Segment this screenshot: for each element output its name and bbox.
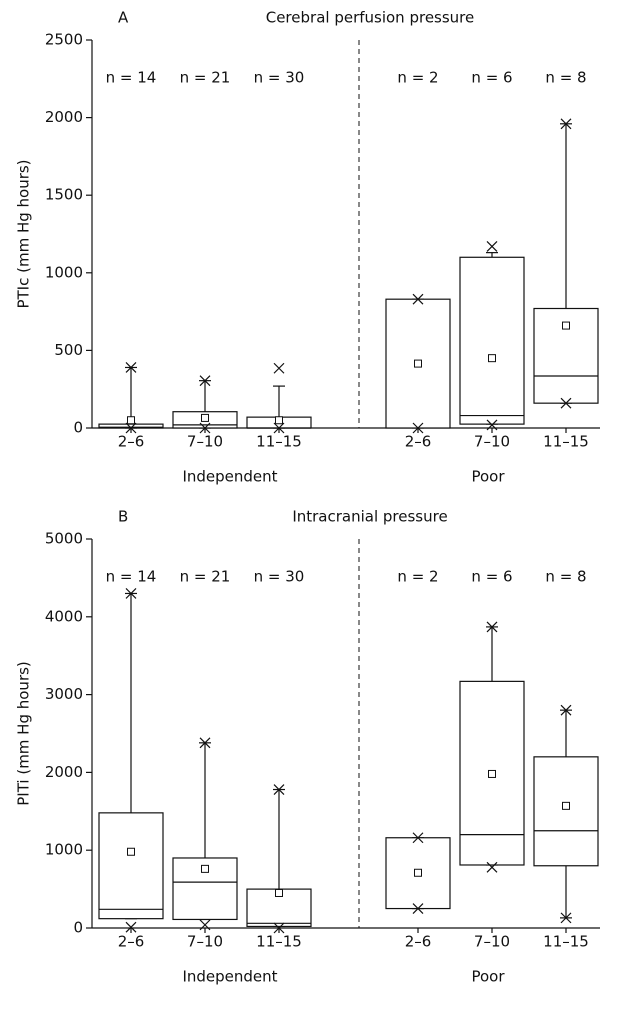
n-label: n = 30	[254, 69, 305, 87]
n-label: n = 21	[180, 568, 231, 586]
chart-title: Intracranial pressure	[292, 508, 447, 526]
min-marker	[560, 397, 572, 409]
min-marker	[125, 422, 137, 434]
x-tick-label: 11–15	[256, 933, 302, 951]
mean-marker	[201, 413, 209, 422]
y-tick-label: 0	[73, 919, 83, 937]
min-marker	[273, 922, 285, 934]
chart-title: Cerebral perfusion pressure	[266, 9, 475, 27]
min-marker	[125, 921, 137, 933]
y-tick-label: 4000	[45, 607, 83, 625]
min-marker	[412, 903, 424, 914]
max-marker	[486, 240, 498, 252]
x-tick-label: 2–6	[405, 933, 432, 951]
min-marker	[412, 422, 424, 434]
n-label: n = 8	[545, 568, 586, 586]
mean-marker	[275, 416, 283, 425]
min-marker	[486, 861, 498, 873]
x-tick-label: 2–6	[118, 433, 145, 451]
n-label: n = 8	[545, 69, 586, 87]
n-label: n = 6	[471, 568, 512, 586]
x-tick-label: 11–15	[256, 433, 302, 451]
group-label: Poor	[471, 968, 505, 986]
group-label: Independent	[182, 468, 277, 486]
min-marker	[560, 912, 572, 924]
y-tick-label: 5000	[45, 530, 83, 548]
mean-marker	[414, 359, 422, 368]
x-tick-label: 7–10	[474, 933, 510, 951]
n-label: n = 14	[106, 568, 157, 586]
min-marker	[486, 419, 498, 431]
box	[459, 256, 525, 425]
min-marker	[199, 919, 211, 931]
n-label: n = 21	[180, 69, 231, 87]
x-tick-label: 2–6	[405, 433, 432, 451]
panel-label: A	[118, 9, 129, 27]
max-marker	[199, 737, 211, 749]
x-tick-label: 11–15	[543, 433, 589, 451]
max-marker	[560, 118, 572, 130]
y-tick-label: 0	[73, 419, 83, 437]
max-marker	[199, 375, 211, 387]
max-marker	[486, 621, 498, 633]
panel-label: B	[118, 508, 128, 526]
max-marker	[412, 293, 424, 305]
y-tick-label: 2000	[45, 108, 83, 126]
y-tick-label: 1500	[45, 186, 83, 204]
max-marker	[560, 704, 572, 716]
x-tick-label: 7–10	[474, 433, 510, 451]
y-tick-label: 500	[54, 341, 83, 359]
n-label: n = 6	[471, 69, 512, 87]
x-tick-label: 7–10	[187, 933, 223, 951]
min-marker	[273, 422, 285, 434]
n-label: n = 14	[106, 69, 157, 87]
mean-marker	[275, 888, 283, 897]
y-tick-label: 2500	[45, 31, 83, 49]
box	[98, 812, 164, 920]
box	[533, 756, 599, 867]
mean-marker	[414, 868, 422, 877]
mean-marker	[488, 354, 496, 363]
mean-marker	[562, 801, 570, 810]
max-marker	[273, 784, 285, 795]
y-tick-label: 3000	[45, 685, 83, 703]
mean-marker	[562, 321, 570, 330]
mean-marker	[201, 864, 209, 873]
max-marker	[125, 588, 137, 599]
x-tick-label: 2–6	[118, 933, 145, 951]
mean-marker	[127, 416, 135, 425]
mean-marker	[127, 847, 135, 856]
mean-marker	[488, 769, 496, 778]
y-tick-label: 1000	[45, 841, 83, 859]
n-label: n = 2	[397, 69, 438, 87]
x-tick-label: 11–15	[543, 933, 589, 951]
max-marker	[125, 362, 137, 373]
max-marker	[273, 362, 285, 374]
x-tick-label: 7–10	[187, 433, 223, 451]
max-marker	[412, 832, 424, 844]
group-label: Independent	[182, 968, 277, 986]
y-axis-label: PITi (mm Hg hours)	[15, 661, 33, 806]
min-marker	[199, 422, 211, 434]
group-label: Poor	[471, 468, 505, 486]
n-label: n = 2	[397, 568, 438, 586]
y-axis-label: PTIc (mm Hg hours)	[15, 159, 33, 308]
y-tick-label: 1000	[45, 263, 83, 281]
y-tick-label: 2000	[45, 763, 83, 781]
n-label: n = 30	[254, 568, 305, 586]
